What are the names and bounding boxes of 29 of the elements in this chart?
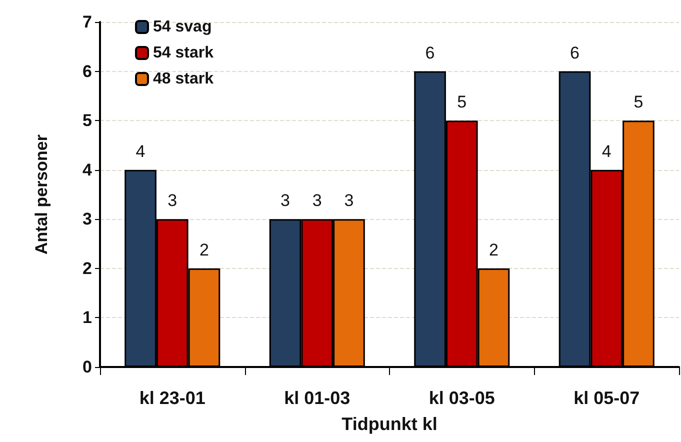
y-tick-label: 4 [82,160,93,180]
x-tick-label: kl 05-07 [574,388,640,408]
y-tick-label: 5 [82,111,92,130]
data-label: 4 [602,142,612,161]
y-tick-label: 7 [82,12,92,32]
data-label: 6 [425,43,435,62]
data-label: 3 [312,191,322,210]
legend-label: 54 svag [153,18,212,36]
data-label: 5 [457,92,467,112]
data-label: 4 [136,142,146,161]
legend-label: 48 stark [153,70,214,88]
y-tick-label: 0 [82,358,92,376]
data-label: 2 [488,240,498,260]
y-tick-label: 1 [82,308,92,328]
data-label: 5 [634,92,644,112]
x-axis-title: Tidpunkt kl [342,414,438,434]
data-label: 6 [570,43,580,62]
x-tick-label: kl 03-05 [428,388,495,408]
x-tick-label: kl 01-03 [284,388,350,408]
legend-label: 54 stark [153,44,214,62]
y-tick-label: 3 [82,210,92,229]
data-label: 2 [199,240,209,260]
y-tick-label: 6 [82,62,92,81]
data-label: 3 [344,191,354,210]
y-tick-label: 2 [82,258,92,278]
data-label: 3 [168,191,178,210]
data-label: 3 [280,191,290,210]
y-axis-title: Antal personer [32,134,51,254]
x-tick-label: kl 23-01 [139,388,206,408]
